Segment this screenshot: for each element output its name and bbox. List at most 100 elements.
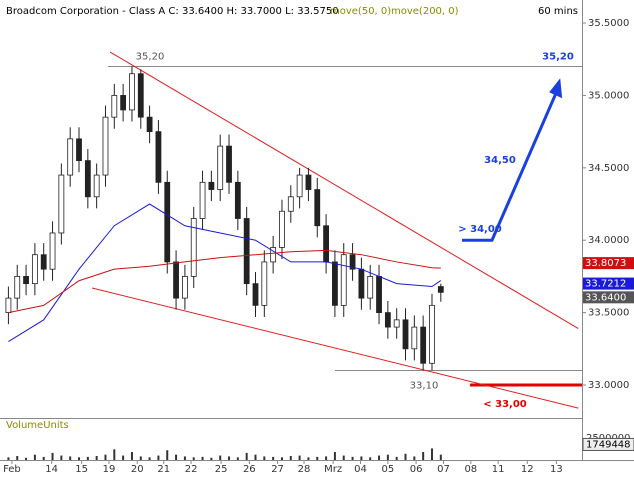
x-tick-label: 15 xyxy=(75,464,88,475)
x-tick-label: 13 xyxy=(550,464,563,475)
candle-body xyxy=(84,160,91,198)
candle-body xyxy=(376,276,382,314)
candle-body xyxy=(173,261,179,299)
y-tick-label: 34.0000 xyxy=(588,235,629,246)
x-tick-label: 05 xyxy=(381,464,394,475)
x-tick-label: 07 xyxy=(437,464,450,475)
volume-box xyxy=(582,437,634,451)
candle-body xyxy=(420,326,427,364)
annotation: 34,50 xyxy=(484,155,516,166)
legend-entry: move(200, 0) xyxy=(391,6,459,17)
price-label: 33.6400 xyxy=(585,292,626,303)
candle-body xyxy=(226,145,232,183)
candle-body xyxy=(58,174,65,234)
y-tick-label: 34.5000 xyxy=(588,163,629,174)
candle-body xyxy=(182,276,188,299)
candle-body xyxy=(23,276,29,285)
candle-body xyxy=(120,95,127,111)
x-tick-label: Mrz xyxy=(324,464,342,475)
candle-body xyxy=(402,319,409,350)
volume-label: VolumeUnits xyxy=(6,420,69,431)
candle-body xyxy=(146,116,153,133)
y-tick-label: 33.5000 xyxy=(588,308,629,319)
candle-body xyxy=(102,116,109,176)
x-tick-label: 20 xyxy=(131,464,144,475)
x-tick-label: 22 xyxy=(185,464,198,475)
candle-body xyxy=(384,312,391,328)
candle-body xyxy=(137,73,144,118)
candle-body xyxy=(332,261,338,306)
candle-body xyxy=(393,319,400,328)
candle-body xyxy=(287,196,294,212)
candle-body xyxy=(261,261,268,306)
timeframe: 60 mins xyxy=(538,6,578,17)
price-box xyxy=(583,291,634,304)
candle-body xyxy=(129,73,135,111)
x-tick-label: 04 xyxy=(354,464,367,475)
candle-body xyxy=(190,218,197,277)
candle-body xyxy=(155,131,162,183)
x-tick-label: 25 xyxy=(215,464,228,475)
x-tick-label: 27 xyxy=(271,464,284,475)
candle-body xyxy=(340,254,347,306)
y-tick-label: 35.0000 xyxy=(588,90,629,101)
candle-body xyxy=(358,268,365,299)
candle-body xyxy=(76,138,82,161)
legend-entry: move(50, 0) xyxy=(330,6,391,17)
candle-body xyxy=(40,254,47,270)
price-box xyxy=(583,257,634,270)
annotation: 33,10 xyxy=(410,381,439,392)
annotation: 35,20 xyxy=(542,51,574,62)
arrow-line xyxy=(461,87,560,242)
annotation: < 33,00 xyxy=(483,399,527,410)
candle-body xyxy=(252,283,259,306)
annotation: > 34,00 xyxy=(458,224,502,235)
candle-body xyxy=(305,174,312,190)
candle-body xyxy=(111,95,118,118)
candle-body xyxy=(323,225,329,263)
trend-line xyxy=(109,51,579,329)
x-tick-label: 28 xyxy=(298,464,311,475)
x-tick-label: Feb xyxy=(3,464,21,475)
candle-body xyxy=(314,189,321,227)
candle-body xyxy=(367,276,374,299)
trend-line xyxy=(91,287,579,409)
candle-body xyxy=(5,297,12,314)
x-tick-label: 26 xyxy=(243,464,256,475)
chart-title: Broadcom Corporation - Class A C: 33.640… xyxy=(6,6,339,17)
candle-body xyxy=(243,218,250,285)
candle-body xyxy=(199,181,206,219)
candle-body xyxy=(164,181,171,263)
candle-body xyxy=(234,181,241,219)
price-label: 33.7212 xyxy=(585,279,626,290)
ma-line xyxy=(8,249,441,314)
candle-body xyxy=(67,138,74,176)
price-label: 33.8073 xyxy=(585,258,626,269)
candle-body xyxy=(270,247,277,263)
x-tick-label: 19 xyxy=(103,464,116,475)
x-tick-label: 08 xyxy=(464,464,477,475)
candle-body xyxy=(279,210,285,248)
candle-body xyxy=(208,181,215,190)
ma-line xyxy=(8,203,442,342)
arrow-head xyxy=(549,78,563,99)
y-tick-label: 33.0000 xyxy=(588,380,629,391)
candle-body xyxy=(349,254,356,270)
x-tick-label: 06 xyxy=(410,464,423,475)
annotation: 35,20 xyxy=(136,51,165,62)
y-tick-label: 35.5000 xyxy=(588,18,629,29)
candle-body xyxy=(31,254,38,285)
x-tick-label: 14 xyxy=(45,464,58,475)
x-tick-label: 12 xyxy=(521,464,534,475)
x-tick-label: 11 xyxy=(492,464,505,475)
volume-last-label: 1749448 xyxy=(586,439,631,450)
candle-body xyxy=(49,232,56,270)
price-box xyxy=(583,277,634,290)
candle-body xyxy=(14,276,21,299)
x-tick-label: 21 xyxy=(157,464,170,475)
candle-body xyxy=(93,174,100,198)
candle-body xyxy=(411,326,418,350)
candle-body xyxy=(296,174,303,198)
